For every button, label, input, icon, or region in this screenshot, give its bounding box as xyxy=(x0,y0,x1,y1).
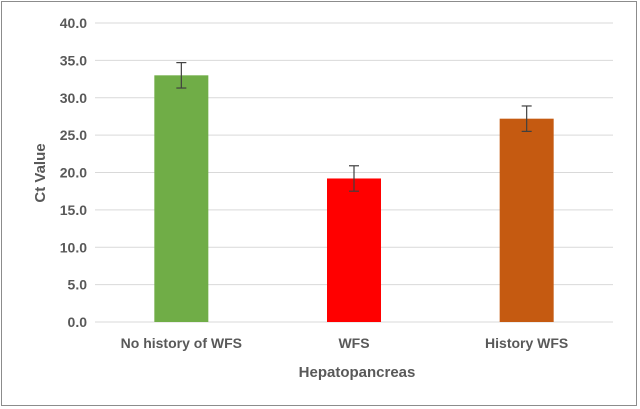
y-tick-label: 30.0 xyxy=(60,90,87,106)
y-tick-label: 0.0 xyxy=(68,314,88,330)
y-tick-label: 35.0 xyxy=(60,52,87,68)
x-tick-label: No history of WFS xyxy=(121,335,242,351)
y-tick-label: 5.0 xyxy=(68,277,88,293)
y-tick-label: 40.0 xyxy=(60,15,87,31)
x-tick-label: WFS xyxy=(338,335,369,351)
y-tick-label: 15.0 xyxy=(60,202,87,218)
x-axis-title: Hepatopancreas xyxy=(299,364,416,381)
y-axis-ticks: 0.0 5.0 10.0 15.0 20.0 25.0 30.0 35.0 40.0 xyxy=(60,15,87,330)
bar xyxy=(154,75,209,322)
error-bar xyxy=(176,62,187,89)
y-axis-title: Ct Value xyxy=(32,143,49,202)
y-tick-label: 25.0 xyxy=(60,127,87,143)
y-tick-label: 10.0 xyxy=(60,239,87,255)
bar xyxy=(499,118,554,323)
error-bars xyxy=(176,62,532,192)
bars xyxy=(154,75,554,323)
x-tick-label: History WFS xyxy=(485,335,568,351)
x-axis-ticks: No history of WFS WFS History WFS xyxy=(121,335,569,351)
error-bar xyxy=(521,105,532,132)
bar xyxy=(327,178,381,322)
y-tick-label: 20.0 xyxy=(60,165,87,181)
error-bar xyxy=(349,165,359,192)
